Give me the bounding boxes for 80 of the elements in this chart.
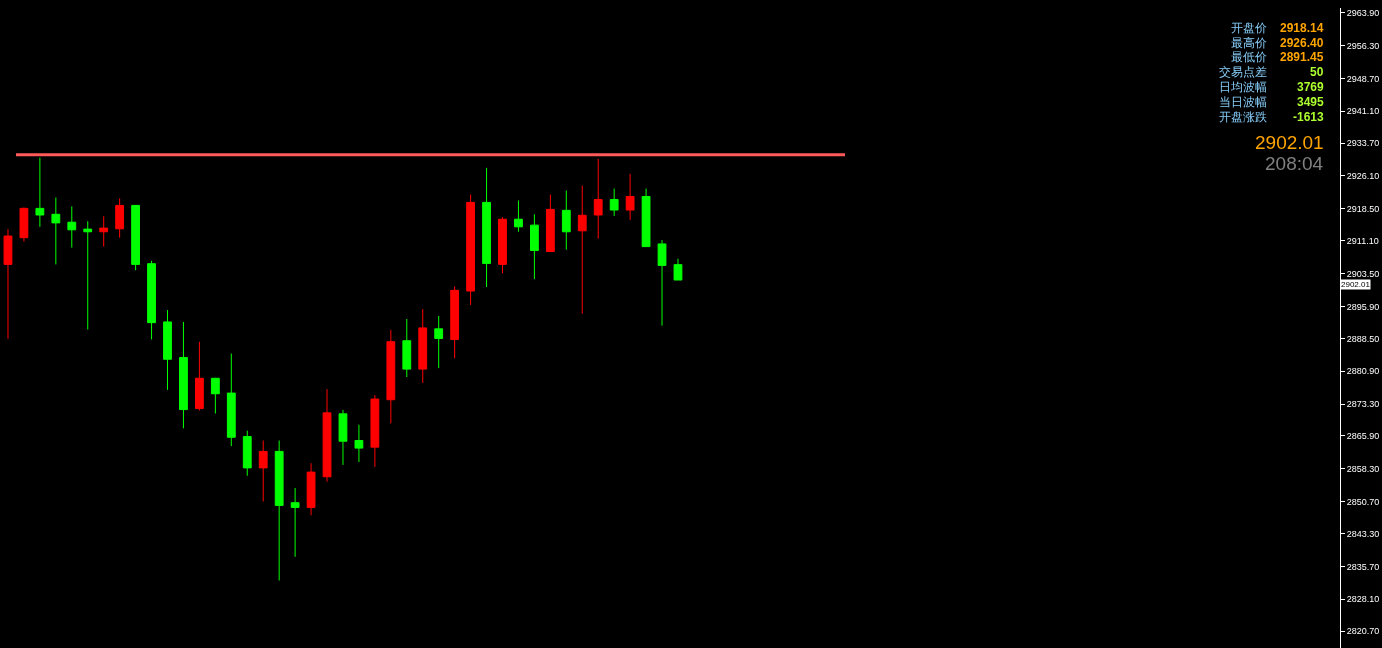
candlestick: [402, 318, 412, 378]
y-tick-label: 2895.90: [1346, 301, 1380, 312]
annotation: 当日波幅: [1219, 95, 1267, 109]
annotation: 208:04: [1265, 153, 1324, 174]
annotation: 2902.01: [1255, 132, 1324, 153]
y-tick-label: 2888.50: [1346, 333, 1380, 344]
annotation: 日均波幅: [1219, 80, 1267, 94]
y-tick-label: 2941.10: [1346, 106, 1380, 117]
y-tick-label: 2850.70: [1346, 496, 1380, 507]
text: 2902.01: [1341, 280, 1371, 289]
candlestick: [131, 204, 140, 271]
candlestick: [530, 213, 539, 280]
candlestick: [290, 487, 300, 558]
candlestick: [434, 315, 444, 369]
y-tick-label: 2963.90: [1346, 7, 1380, 18]
annotation: 50: [1310, 65, 1324, 79]
annotation: 2926.40: [1280, 36, 1324, 50]
annotation: 最低价: [1231, 50, 1267, 64]
candlestick: [147, 260, 156, 340]
candlestick: [561, 190, 571, 251]
candlestick: [258, 440, 268, 502]
candlestick: [673, 258, 683, 281]
annotation: 3769: [1297, 80, 1325, 94]
y-tick-label: 2933.70: [1346, 138, 1380, 149]
candlestick: [338, 409, 348, 466]
candlestick: [577, 185, 587, 315]
y-tick-label: 2865.90: [1346, 431, 1380, 442]
y-tick-label: 2828.10: [1346, 594, 1380, 605]
candlestick: [370, 394, 380, 468]
candlestick: [83, 220, 93, 331]
candlestick: [115, 197, 125, 239]
candlestick: [593, 158, 603, 240]
candlestick: [51, 197, 61, 265]
candlestick: [322, 388, 332, 483]
candlestick: [641, 188, 651, 248]
candlestick: [466, 194, 475, 306]
candlestick: [306, 462, 316, 516]
annotation: 2918.14: [1280, 21, 1324, 35]
y-tick-label: 2926.10: [1346, 171, 1380, 182]
candlestick: [179, 321, 188, 429]
annotation: 2891.45: [1280, 50, 1324, 64]
candlestick: [450, 285, 460, 359]
candlestick: [210, 377, 220, 415]
y-tick-label: 2911.10: [1346, 235, 1379, 246]
annotation: 最高价: [1231, 36, 1267, 50]
candlestick: [163, 309, 172, 391]
candlestick: [195, 341, 204, 412]
y-tick-label: 2956.30: [1346, 40, 1380, 51]
candlestick: [609, 188, 619, 217]
y-tick-label: 2858.30: [1346, 463, 1380, 474]
candlestick: [657, 239, 667, 327]
candlestick: [545, 194, 555, 253]
candlestick: [19, 206, 29, 243]
y-tick-label: 2873.30: [1346, 399, 1380, 410]
annotation: 开盘涨跌: [1219, 110, 1267, 124]
annotation: -1613: [1293, 110, 1325, 124]
y-tick-label: 2843.30: [1346, 528, 1380, 539]
candlestick: [226, 353, 236, 447]
candlestick: [386, 329, 396, 424]
candlestick: [418, 308, 428, 384]
candlestick: [242, 430, 252, 477]
candlestick: [625, 173, 635, 221]
candlestick: [67, 205, 77, 249]
candlestick: [35, 157, 45, 228]
annotation: 开盘价: [1231, 21, 1267, 35]
candlestick: [482, 167, 491, 288]
candlestick: [514, 199, 523, 233]
annotation: 3495: [1297, 95, 1325, 109]
y-tick-label: 2903.50: [1346, 268, 1380, 279]
candlestick: [354, 424, 364, 463]
y-tick-label: 2880.90: [1346, 366, 1380, 377]
candlestick: [274, 440, 284, 581]
candlestick: [99, 215, 109, 248]
candlestick: [3, 228, 13, 340]
y-tick-label: 2918.50: [1346, 203, 1380, 214]
y-tick-label: 2948.70: [1346, 73, 1380, 84]
y-tick-label: 2835.70: [1346, 561, 1380, 572]
y-tick-label: 2820.70: [1346, 626, 1380, 637]
annotation: 交易点差: [1219, 65, 1267, 79]
candlestick: [498, 216, 507, 274]
